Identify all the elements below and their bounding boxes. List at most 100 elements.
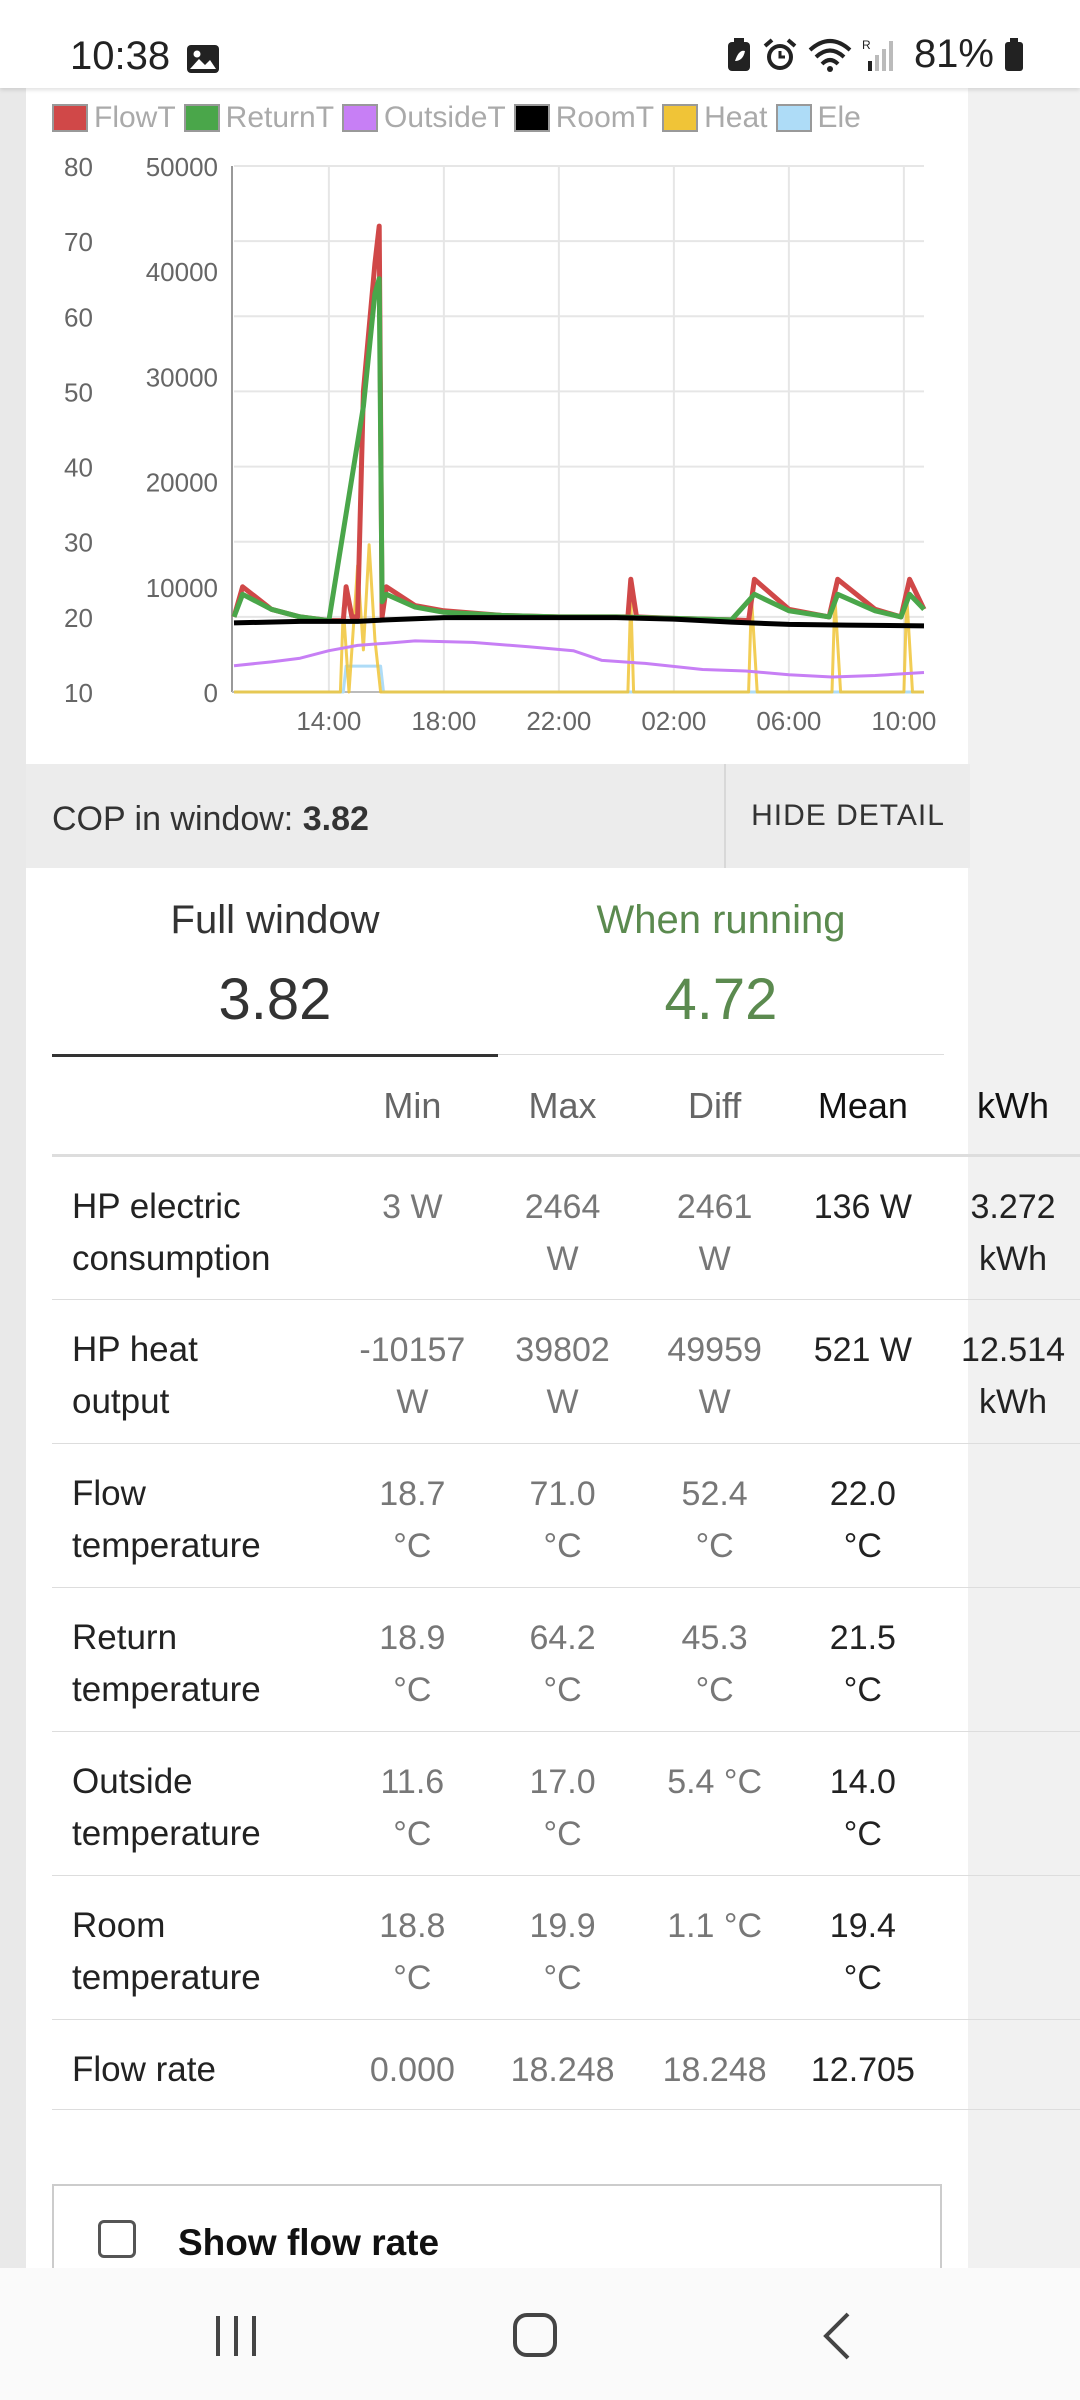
tab-when-running[interactable]: When running 4.72: [498, 880, 944, 1055]
table-row: Return temperature 18.9 °C 64.2 °C 45.3 °C 21.5 °…: [52, 1587, 1080, 1732]
battery-icon: [1005, 37, 1023, 71]
table-cell-min: 18.8 °C: [337, 1875, 488, 2020]
x-tick-label: 06:00: [756, 706, 821, 736]
cop-summary-bar: COP in window: 3.82 HIDE DETAIL: [26, 764, 970, 868]
table-cell-diff: 5.4 °C: [637, 1731, 792, 1876]
table-cell-diff: 45.3 °C: [637, 1587, 792, 1732]
legend-label: Heat: [704, 101, 768, 134]
table-cell-kwh: [934, 1875, 1080, 2020]
home-icon[interactable]: [512, 2312, 558, 2358]
cell-line: consumption: [72, 1239, 271, 1278]
cell-line: W: [698, 1383, 731, 1421]
legend-swatch: [183, 104, 220, 132]
cell-line: Outside: [72, 1762, 193, 1801]
cell-line: 52.4: [681, 1475, 748, 1513]
photo-icon: [187, 45, 219, 73]
cell-line: °C: [543, 1671, 582, 1709]
table-cell-kwh: 12.514 kWh: [934, 1299, 1080, 1444]
cell-line: 12.705: [810, 2051, 915, 2089]
cell-line: 49959: [667, 1331, 762, 1369]
table-cell-mean: 14.0 °C: [791, 1731, 935, 1876]
cell-line: °C: [543, 1815, 582, 1853]
chart-legend: FlowT ReturnT OutsideT RoomT Heat Ele: [52, 96, 942, 140]
temperature-power-chart[interactable]: 80 70 60 50 40 30 20 10 50000 40000 30000 20000 1000…: [26, 140, 968, 750]
cell-line: 3.272: [970, 1188, 1056, 1226]
legend-item-roomt[interactable]: RoomT: [513, 101, 654, 135]
table-row: Flow temperature 18.7 °C 71.0 °C 52.4 °C 22.0 °C: [52, 1443, 1080, 1588]
table-cell-name: HP electric consumption: [52, 1155, 338, 1300]
header-min: Min: [337, 1058, 488, 1157]
y-right-tick-label: 30000: [146, 362, 218, 392]
legend-item-flowt[interactable]: FlowT: [52, 101, 176, 135]
tab-label: Full window: [170, 898, 380, 942]
x-tick-label: 02:00: [641, 706, 706, 736]
cell-line: 39802: [515, 1331, 610, 1369]
header-kwh: kWh: [934, 1058, 1080, 1157]
cell-line: 136 W: [813, 1188, 912, 1226]
x-tick-label: 22:00: [526, 706, 591, 736]
table-cell-max: 71.0 °C: [487, 1443, 638, 1588]
cell-line: °C: [393, 1815, 432, 1853]
table-cell-kwh: [934, 1731, 1080, 1876]
tab-full-window[interactable]: Full window 3.82: [52, 880, 498, 1057]
wifi-icon: [808, 38, 852, 72]
recent-apps-icon[interactable]: [212, 2314, 260, 2358]
left-edge-shade: [0, 88, 26, 2268]
cell-line: °C: [843, 1671, 882, 1709]
cell-line: 19.4: [829, 1907, 896, 1945]
status-time: 10:38: [70, 34, 171, 78]
y-left-tick-label: 40: [64, 453, 93, 483]
show-flow-rate-label: Show flow rate: [178, 2222, 440, 2263]
y-right-tick-label: 10000: [146, 573, 218, 603]
table-cell-min: 11.6 °C: [337, 1731, 488, 1876]
table-cell-mean: 19.4 °C: [791, 1875, 935, 2020]
series-line-outsidet: [233, 639, 925, 679]
cell-line: 18.7: [379, 1475, 446, 1513]
cell-line: 17.0: [529, 1763, 596, 1801]
legend-item-ele[interactable]: Ele: [775, 101, 861, 135]
cell-line: W: [698, 1240, 731, 1278]
legend-swatch: [662, 104, 699, 132]
x-tick-label: 10:00: [871, 706, 936, 736]
y-right-tick-label: 20000: [146, 468, 218, 498]
cell-line: -10157: [359, 1331, 466, 1369]
table-row: Flow rate 0.000 18.248 18.248 12.705: [52, 2019, 1080, 2110]
cop-label: COP in window:: [52, 800, 294, 838]
cell-line: °C: [843, 1527, 882, 1565]
y-right-tick-label: 40000: [146, 257, 218, 287]
cell-line: 64.2: [529, 1619, 596, 1657]
cell-line: temperature: [72, 1526, 261, 1565]
status-icons: R 81%: [726, 32, 1024, 77]
legend-item-returnt[interactable]: ReturnT: [183, 101, 335, 135]
table-cell-min: 3 W: [337, 1155, 488, 1300]
table-cell-diff: 1.1 °C: [637, 1875, 792, 2020]
cell-line: 22.0: [829, 1475, 896, 1513]
table-cell-min: 0.000: [337, 2019, 488, 2110]
y-left-tick-label: 50: [64, 377, 93, 407]
table-cell-kwh: [934, 1587, 1080, 1732]
hide-detail-button[interactable]: HIDE DETAIL: [724, 764, 970, 868]
cell-line: 18.8: [379, 1907, 446, 1945]
header-name: [52, 1058, 338, 1157]
legend-label: ReturnT: [225, 101, 335, 134]
legend-item-outsidet[interactable]: OutsideT: [342, 101, 506, 135]
table-cell-kwh: 3.272 kWh: [934, 1155, 1080, 1300]
series-line-ele: [234, 664, 924, 694]
cell-line: Return: [72, 1618, 178, 1657]
back-icon[interactable]: [822, 2312, 852, 2360]
series-line-roomt: [233, 615, 925, 629]
cell-line: 19.9: [529, 1907, 596, 1945]
status-bar: 10:38 R 81%: [0, 0, 1080, 88]
cell-line: 2461: [676, 1188, 753, 1226]
y-left-tick-label: 70: [64, 227, 93, 257]
cell-line: °C: [543, 1959, 582, 1997]
tab-value: 4.72: [664, 967, 778, 1032]
navigation-bar: [0, 2268, 1080, 2400]
battery-saver-icon: [727, 37, 750, 71]
show-flow-rate-checkbox[interactable]: [98, 2220, 136, 2258]
y-left-tick-label: 30: [64, 528, 93, 558]
series-line-heat: [234, 543, 924, 694]
battery-percent: 81%: [913, 32, 994, 76]
legend-swatch: [342, 104, 379, 132]
legend-item-heat[interactable]: Heat: [662, 101, 768, 135]
